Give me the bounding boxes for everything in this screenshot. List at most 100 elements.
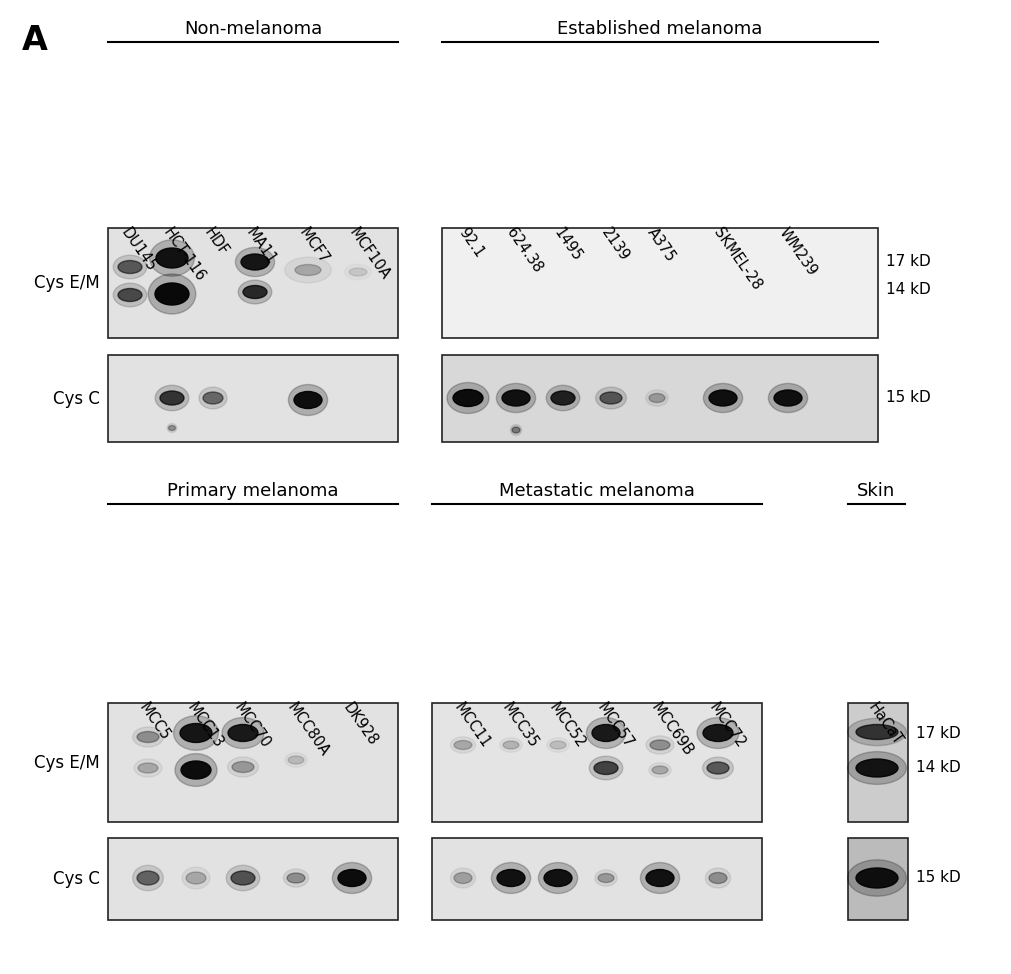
Ellipse shape xyxy=(227,725,258,741)
Ellipse shape xyxy=(703,384,742,413)
Ellipse shape xyxy=(501,390,530,406)
Text: DU145: DU145 xyxy=(117,225,159,275)
Ellipse shape xyxy=(118,260,142,274)
Ellipse shape xyxy=(585,718,625,748)
Text: 92.1: 92.1 xyxy=(455,225,486,260)
Ellipse shape xyxy=(549,741,565,749)
Ellipse shape xyxy=(113,283,147,307)
Text: WM239: WM239 xyxy=(775,225,819,279)
Ellipse shape xyxy=(703,725,732,741)
Ellipse shape xyxy=(767,384,807,413)
Text: 624.38: 624.38 xyxy=(503,225,545,276)
Ellipse shape xyxy=(588,756,622,780)
Text: Cys C: Cys C xyxy=(53,870,100,888)
Ellipse shape xyxy=(294,392,321,408)
Ellipse shape xyxy=(226,865,260,891)
Ellipse shape xyxy=(288,385,328,416)
Ellipse shape xyxy=(773,390,801,406)
Ellipse shape xyxy=(591,725,620,741)
Ellipse shape xyxy=(697,718,738,748)
Text: MCC57: MCC57 xyxy=(593,700,635,751)
Ellipse shape xyxy=(133,759,162,777)
Ellipse shape xyxy=(491,863,530,893)
Text: Cys C: Cys C xyxy=(53,390,100,407)
Bar xyxy=(108,703,397,822)
Ellipse shape xyxy=(709,390,736,406)
Ellipse shape xyxy=(450,736,475,753)
Text: Non-melanoma: Non-melanoma xyxy=(184,20,321,38)
Text: MCC52: MCC52 xyxy=(545,700,587,751)
Ellipse shape xyxy=(847,752,906,784)
Ellipse shape xyxy=(113,255,147,279)
Ellipse shape xyxy=(169,426,175,431)
Text: 1495: 1495 xyxy=(550,225,583,264)
Ellipse shape xyxy=(651,766,667,774)
Bar xyxy=(847,703,907,822)
Ellipse shape xyxy=(160,391,184,405)
Ellipse shape xyxy=(180,724,211,742)
Bar xyxy=(432,838,761,920)
Text: Metastatic melanoma: Metastatic melanoma xyxy=(498,482,695,500)
Ellipse shape xyxy=(148,274,195,314)
Text: 14 kD: 14 kD xyxy=(915,761,959,775)
Ellipse shape xyxy=(295,265,320,276)
Ellipse shape xyxy=(186,872,206,884)
Text: MCF10A: MCF10A xyxy=(346,225,392,282)
Ellipse shape xyxy=(648,393,664,402)
Ellipse shape xyxy=(649,740,669,750)
Bar xyxy=(442,228,878,338)
Ellipse shape xyxy=(155,386,189,411)
Ellipse shape xyxy=(510,425,521,435)
Text: MCC70: MCC70 xyxy=(231,700,272,751)
Text: Established melanoma: Established melanoma xyxy=(557,20,762,38)
Text: HDF: HDF xyxy=(200,225,231,258)
Ellipse shape xyxy=(847,719,906,746)
Ellipse shape xyxy=(182,867,210,889)
Ellipse shape xyxy=(338,870,366,886)
Bar xyxy=(108,355,397,442)
Ellipse shape xyxy=(203,392,222,404)
Ellipse shape xyxy=(709,873,726,883)
Text: MCC35: MCC35 xyxy=(498,700,540,751)
Ellipse shape xyxy=(600,392,622,404)
Ellipse shape xyxy=(594,870,617,886)
Text: Skin: Skin xyxy=(856,482,895,500)
Ellipse shape xyxy=(132,727,163,747)
Bar xyxy=(432,703,761,822)
Ellipse shape xyxy=(181,761,210,779)
Ellipse shape xyxy=(544,870,571,886)
Text: Cys E/M: Cys E/M xyxy=(34,274,100,292)
Ellipse shape xyxy=(855,725,897,739)
Text: MCC5: MCC5 xyxy=(135,700,172,743)
Ellipse shape xyxy=(156,248,188,268)
Text: MCF7: MCF7 xyxy=(295,225,331,267)
Text: A: A xyxy=(22,24,48,57)
Bar xyxy=(847,838,907,920)
Ellipse shape xyxy=(502,741,519,749)
Ellipse shape xyxy=(136,871,159,885)
Bar xyxy=(108,838,397,920)
Ellipse shape xyxy=(232,762,254,772)
Ellipse shape xyxy=(199,387,226,409)
Ellipse shape xyxy=(546,386,579,411)
Ellipse shape xyxy=(447,383,488,414)
Ellipse shape xyxy=(496,384,535,413)
Ellipse shape xyxy=(238,281,272,304)
Ellipse shape xyxy=(707,762,728,774)
Ellipse shape xyxy=(645,870,673,886)
Text: 14 kD: 14 kD xyxy=(885,282,930,297)
Ellipse shape xyxy=(595,387,626,409)
Text: MCC13: MCC13 xyxy=(184,700,225,751)
Ellipse shape xyxy=(645,736,673,754)
Ellipse shape xyxy=(855,868,897,888)
Text: MCC80A: MCC80A xyxy=(283,700,331,759)
Text: MCC11: MCC11 xyxy=(450,700,492,751)
Ellipse shape xyxy=(332,863,371,893)
Ellipse shape xyxy=(847,860,906,896)
Ellipse shape xyxy=(132,865,163,891)
Ellipse shape xyxy=(593,762,618,774)
Ellipse shape xyxy=(221,718,264,748)
Text: MA11: MA11 xyxy=(243,225,278,267)
Text: Primary melanoma: Primary melanoma xyxy=(167,482,339,500)
Ellipse shape xyxy=(236,247,274,277)
